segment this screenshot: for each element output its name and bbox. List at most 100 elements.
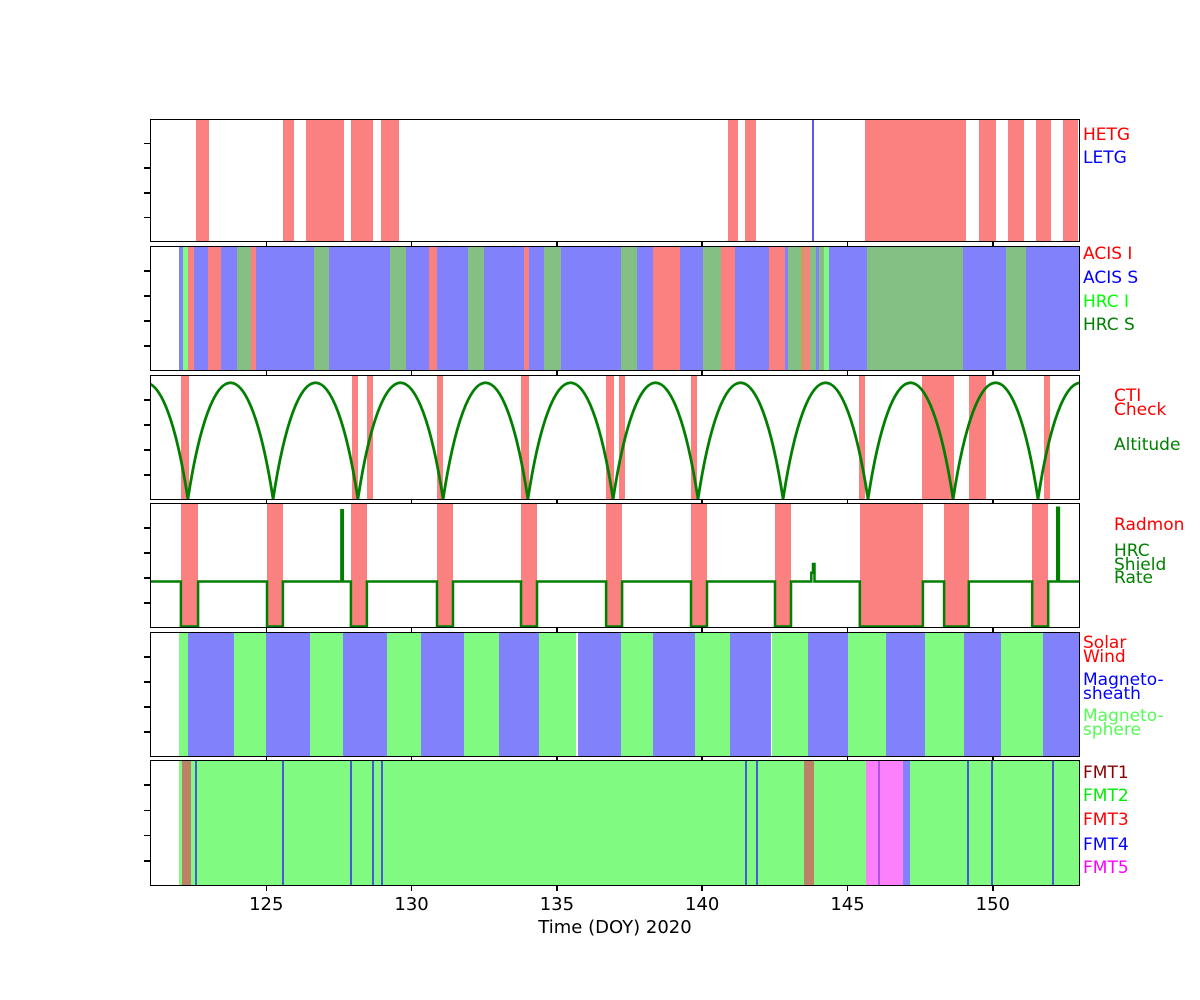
band-hrc-s	[620, 247, 637, 370]
band-magnetosphere	[538, 633, 576, 756]
band-magnetosheath	[343, 633, 387, 756]
y-tick	[144, 527, 150, 529]
band-fmt1	[182, 761, 192, 885]
x-tick	[992, 886, 994, 891]
band-radmon	[690, 504, 707, 627]
x-tick	[701, 242, 703, 247]
band-cti-check	[968, 376, 986, 499]
band-hetg	[380, 120, 399, 241]
x-tick	[410, 628, 413, 633]
x-tick	[846, 757, 849, 762]
band-hetg	[282, 120, 294, 241]
band-acis-s	[561, 247, 621, 370]
band-acis-s	[829, 247, 867, 370]
band-hrc-s	[389, 247, 406, 370]
band-hrc-s	[809, 247, 816, 370]
band-magnetosphere	[772, 633, 808, 756]
band-magnetosheath	[963, 633, 1001, 756]
band-magnetosphere	[620, 633, 653, 756]
y-tick	[144, 192, 150, 194]
series-label-line: Magneto-	[1083, 670, 1164, 690]
y-tick	[144, 834, 150, 837]
panel-cti-altitude	[150, 375, 1080, 500]
band-radmon	[520, 504, 537, 627]
series-label-hrc-i: HRC I	[1083, 294, 1129, 310]
x-tick-label: 140	[685, 894, 720, 915]
series-label-cti-check: CTI Check	[1114, 388, 1167, 420]
x-tick	[556, 242, 558, 247]
band-cti-check	[520, 376, 530, 499]
x-tick-label: 145	[830, 894, 865, 915]
band-magnetosheath	[652, 633, 696, 756]
band-hrc-i	[823, 247, 830, 370]
band-acis-s	[221, 247, 238, 370]
band-cti-check	[1044, 376, 1050, 499]
series-label-line: HRC	[1114, 541, 1150, 561]
y-tick	[144, 320, 150, 322]
band-acis-i	[768, 247, 785, 370]
x-tick	[265, 371, 267, 376]
line-letg	[812, 120, 815, 241]
band-acis-i	[187, 247, 194, 370]
band-magnetosphere	[178, 633, 188, 756]
band-radmon	[606, 504, 623, 627]
band-magnetosheath	[885, 633, 925, 756]
series-label-fmt5: FMT5	[1083, 858, 1129, 878]
band-radmon	[774, 504, 791, 627]
x-tick	[556, 628, 558, 633]
band-hrc-s	[314, 247, 329, 370]
x-tick	[265, 757, 267, 762]
panel-instruments	[150, 246, 1080, 371]
band-cti-check	[858, 376, 866, 499]
series-label-line: Shield	[1114, 554, 1167, 575]
x-tick	[846, 886, 849, 891]
band-hetg	[305, 120, 344, 241]
band-acis-s	[255, 247, 315, 370]
series-label-line: ACIS S	[1083, 268, 1139, 288]
y-tick	[144, 784, 150, 786]
series-label-letg: LETG	[1083, 148, 1127, 168]
band-acis-i	[428, 247, 437, 370]
y-tick	[144, 295, 150, 297]
band-hrc-s	[702, 247, 721, 370]
line-fmt4	[282, 761, 284, 885]
x-tick	[701, 628, 703, 633]
x-tick	[846, 500, 849, 505]
x-tick	[265, 500, 267, 505]
band-magnetosheath	[498, 633, 539, 756]
x-tick	[556, 500, 558, 505]
band-radmon	[436, 504, 453, 627]
x-tick	[410, 886, 413, 891]
line-fmt4	[756, 761, 758, 885]
y-tick	[144, 216, 150, 219]
band-hrc-s	[468, 247, 485, 370]
series-label-line: Check	[1114, 399, 1167, 420]
y-tick	[144, 860, 150, 862]
x-tick	[265, 628, 267, 633]
band-hrc-s	[866, 247, 963, 370]
line-fmt4	[991, 761, 993, 885]
band-acis-s	[178, 247, 183, 370]
band-acis-s	[1026, 247, 1079, 370]
series-label-acis-s: ACIS S	[1083, 268, 1139, 288]
band-acis-s	[194, 247, 208, 370]
band-acis-i	[804, 247, 810, 370]
y-tick	[144, 706, 150, 708]
band-acis-s	[784, 247, 789, 370]
series-label-radmon: Radmon	[1114, 517, 1184, 533]
y-tick	[144, 809, 150, 812]
x-tick	[992, 371, 994, 376]
x-tick	[992, 500, 994, 505]
band-hetg	[1008, 120, 1025, 241]
series-label-line: FMT3	[1083, 810, 1129, 830]
series-label-line: LETG	[1083, 148, 1127, 168]
band-radmon	[944, 504, 969, 627]
x-tick	[701, 757, 703, 762]
band-acis-s	[963, 247, 1006, 370]
y-tick	[144, 449, 150, 451]
series-label-line: FMT5	[1083, 858, 1129, 878]
band-magnetosphere	[924, 633, 964, 756]
band-cti-check	[606, 376, 615, 499]
band-acis-s	[405, 247, 429, 370]
y-tick	[144, 424, 150, 426]
